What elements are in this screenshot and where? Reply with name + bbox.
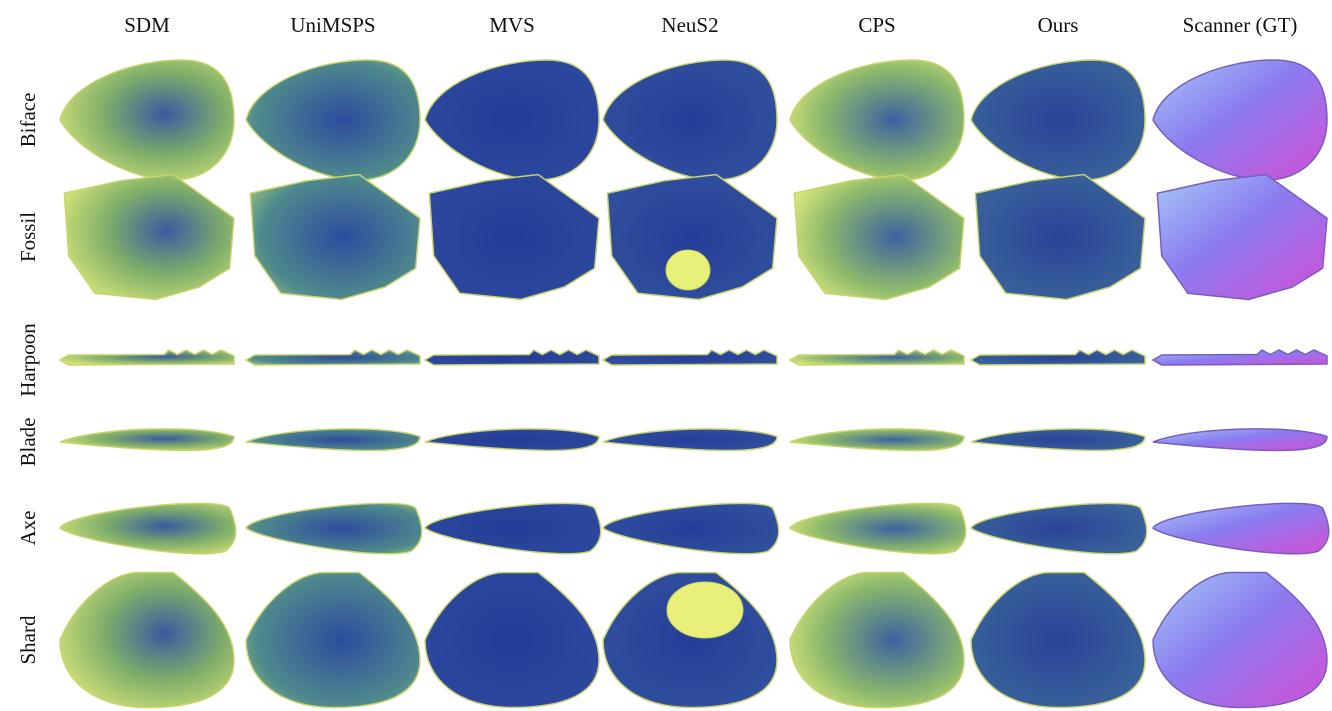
row-label: Harpoon [16,323,40,397]
column-header: Scanner (GT) [1183,13,1298,37]
result-image [794,175,964,300]
result-image [246,573,420,708]
result-image [790,60,964,180]
error-blob [667,582,743,638]
result-image [790,350,964,365]
column-header: UniMSPS [290,13,375,37]
result-image [246,429,420,451]
result-image [790,573,964,708]
error-blob [666,250,710,290]
result-image [971,573,1145,708]
result-image [246,60,420,180]
result-image [975,175,1145,300]
result-image [60,503,236,553]
result-image [246,503,422,553]
result-image [971,503,1147,553]
result-image [425,429,599,451]
column-header: MVS [489,13,535,37]
row-label: Axe [16,511,40,546]
result-image [425,60,599,180]
result-image [971,429,1145,451]
result-image [64,175,234,300]
column-header: NeuS2 [661,13,718,37]
row-label: Biface [16,93,40,148]
result-image [429,175,599,300]
column-header: SDM [124,13,170,37]
result-image [425,350,599,365]
column-header: CPS [858,13,895,37]
column-header: Ours [1038,13,1079,37]
row-label: Blade [16,418,40,467]
result-image [603,429,777,451]
figure: SDM UniMSPS MVS NeuS2 CPS Ours Scanner (GT) Bif… [0,0,1332,711]
result-image [1157,175,1327,300]
result-image [1153,503,1329,553]
row-label: Fossil [16,212,40,262]
result-image [1153,573,1327,708]
result-image [60,60,234,180]
result-image [603,503,779,553]
result-image [1153,350,1327,365]
result-image [246,350,420,365]
result-image [1153,60,1327,180]
result-image [971,60,1145,180]
result-image [60,573,234,708]
row-label: Shard [16,615,40,664]
result-image [60,429,234,451]
result-image [60,350,234,365]
result-grid [60,60,1329,708]
result-image [603,60,777,180]
result-image [971,350,1145,365]
result-image [790,503,966,553]
result-image [790,429,964,451]
result-image [425,573,599,708]
result-image [250,175,420,300]
result-image [603,350,777,365]
result-image [1153,429,1327,451]
result-image [425,503,601,553]
